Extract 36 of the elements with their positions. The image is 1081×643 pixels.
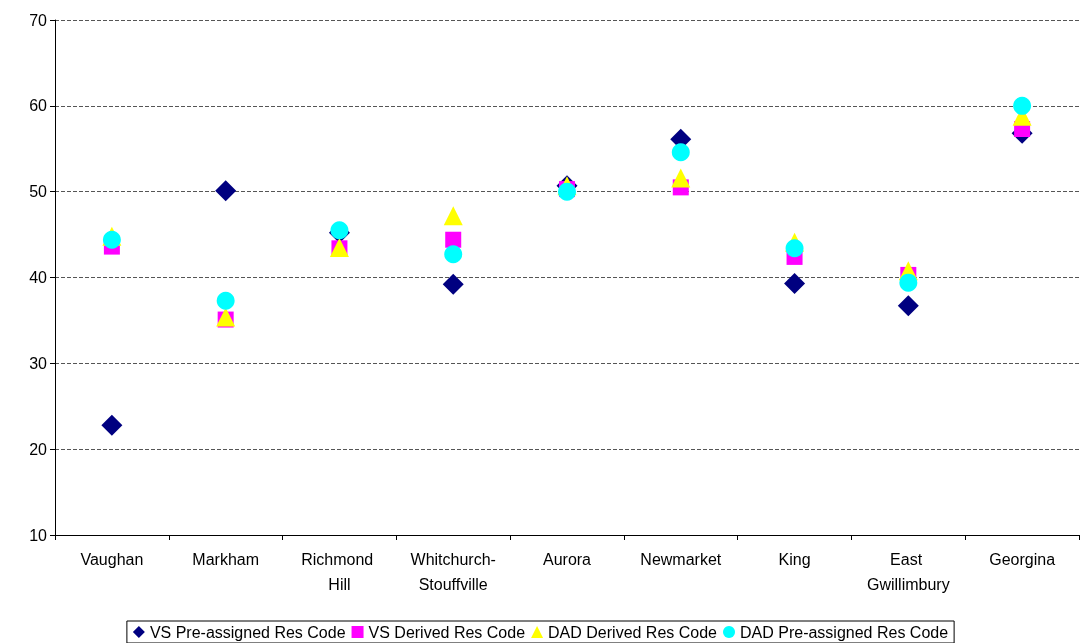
x-tick-label: Vaughan	[80, 551, 144, 568]
x-tick-label: Newmarket	[640, 551, 722, 568]
point	[671, 168, 691, 188]
x-tick-label: Aurora	[542, 551, 592, 568]
y-tick-label: 30	[29, 354, 48, 372]
x-tick-label: Markham	[192, 551, 260, 568]
y-tick-label: 10	[29, 526, 48, 544]
point	[215, 180, 237, 202]
y-tick-label: 50	[29, 183, 48, 201]
legend-label: DAD Pre-assigned Res Code	[740, 623, 949, 641]
point	[101, 414, 123, 436]
y-tick-label: 20	[29, 440, 48, 458]
point	[897, 295, 919, 317]
point	[1013, 96, 1032, 115]
point	[444, 245, 463, 264]
point	[784, 273, 806, 295]
point	[445, 231, 462, 248]
x-tick-label: Georgina	[989, 551, 1056, 568]
legend-label: VS Pre-assigned Res Code	[149, 623, 346, 641]
x-tick-label: King	[778, 551, 811, 568]
point	[442, 273, 464, 295]
point	[443, 206, 463, 226]
point	[102, 230, 121, 249]
y-tick-label: 70	[29, 11, 48, 29]
point	[785, 239, 804, 258]
x-tick-label: Richmond Hill	[301, 551, 378, 593]
y-tick-label: 40	[29, 269, 48, 286]
point	[330, 221, 349, 240]
point	[671, 143, 690, 162]
point	[216, 291, 235, 310]
x-tick-label: East Gwillimbury	[867, 551, 950, 593]
y-tick-label: 60	[29, 97, 48, 115]
legend-label: DAD Derived Res Code	[548, 623, 718, 641]
legend-label: VS Derived Res Code	[368, 623, 526, 641]
point	[899, 273, 918, 292]
x-tick-label: Whitchurch-Stouffville	[410, 551, 496, 593]
